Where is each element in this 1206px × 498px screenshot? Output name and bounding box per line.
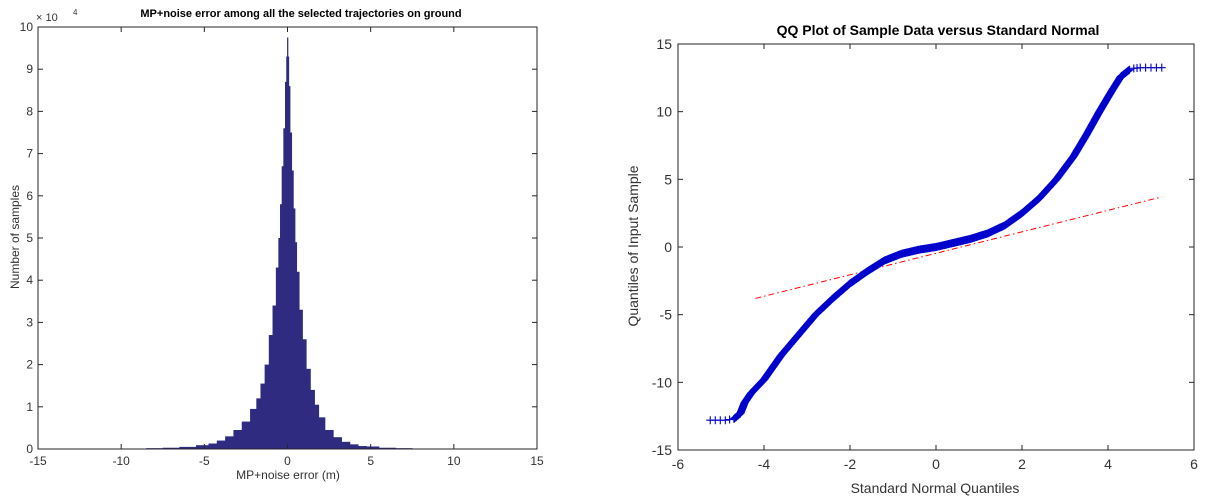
x-tick-label: -5 xyxy=(199,454,210,468)
histogram-bar xyxy=(285,81,287,450)
histogram-bar xyxy=(162,447,180,449)
histogram-bar xyxy=(302,339,307,449)
histogram-bar xyxy=(281,166,284,449)
histogram-bar xyxy=(287,56,290,449)
histogram-bar xyxy=(208,443,218,449)
histogram-bar xyxy=(324,430,334,449)
y-tick-label: -15 xyxy=(652,442,672,458)
qq-plot-chart: QQ Plot of Sample Data versus Standard N… xyxy=(625,22,1198,496)
y-tick-label: 5 xyxy=(664,171,672,187)
sample-point xyxy=(725,415,734,424)
histogram-bar xyxy=(299,309,303,449)
histogram-bar xyxy=(264,364,270,449)
y-tick-label: 8 xyxy=(26,104,33,118)
histogram-bar xyxy=(286,56,288,449)
sample-markers xyxy=(706,63,1166,425)
x-tick-label: -2 xyxy=(844,456,857,472)
histogram-bar xyxy=(288,86,291,449)
chart1-x-axis-label: MP+noise error (m) xyxy=(236,468,340,482)
x-tick-label: -4 xyxy=(758,456,771,472)
y-tick-label: -10 xyxy=(652,374,672,390)
x-tick-label: 0 xyxy=(284,454,291,468)
chart1-y-exponent-power: 4 xyxy=(73,8,78,17)
histogram-bar xyxy=(366,446,380,449)
histogram-bar xyxy=(294,242,298,449)
y-tick-label: 2 xyxy=(26,358,33,372)
histogram-bar xyxy=(333,437,342,449)
histogram-bar xyxy=(278,238,281,449)
histogram-bar xyxy=(291,170,294,450)
y-tick-label: 3 xyxy=(26,315,33,329)
y-tick-label: 7 xyxy=(26,147,33,161)
y-tick-label: -5 xyxy=(660,307,673,323)
x-tick-label: 0 xyxy=(932,456,940,472)
y-tick-label: 10 xyxy=(656,104,672,120)
chart1-title: MP+noise error among all the selected tr… xyxy=(140,8,461,20)
histogram-bar xyxy=(318,417,326,449)
y-tick-label: 15 xyxy=(656,36,672,52)
y-tick-label: 4 xyxy=(26,273,33,287)
histogram-bar xyxy=(283,128,286,449)
sample-point xyxy=(721,416,730,425)
x-tick-label: 4 xyxy=(1104,456,1112,472)
histogram-bar xyxy=(233,430,243,449)
y-tick-label: 0 xyxy=(664,239,672,255)
chart2-title: QQ Plot of Sample Data versus Standard N… xyxy=(777,22,1100,38)
x-tick-label: 10 xyxy=(447,454,461,468)
histogram-bar xyxy=(314,404,320,449)
histogram-bar xyxy=(280,204,283,449)
histogram-bar xyxy=(293,208,296,449)
sample-point xyxy=(1157,63,1166,72)
histogram-bar xyxy=(378,447,397,449)
x-tick-label: -10 xyxy=(112,454,130,468)
y-tick-label: 0 xyxy=(26,442,33,456)
histogram-bar xyxy=(225,436,234,449)
chart2-x-axis-label: Standard Normal Quantiles xyxy=(851,480,1020,496)
x-tick-label: 5 xyxy=(367,454,374,468)
histogram-bar xyxy=(310,389,315,449)
histogram-bar xyxy=(268,335,273,449)
histogram-bar xyxy=(296,271,300,449)
histogram-bar xyxy=(250,408,257,449)
histogram-bar xyxy=(196,445,209,449)
histogram-bar xyxy=(179,446,197,449)
y-tick-label: 10 xyxy=(20,20,34,34)
y-tick-label: 6 xyxy=(26,189,33,203)
histogram-bar xyxy=(358,446,367,449)
histogram-bar xyxy=(241,421,251,449)
histogram-bar xyxy=(216,440,226,449)
histogram-bar xyxy=(260,383,266,449)
reference-line xyxy=(755,196,1162,299)
histogram-bar xyxy=(275,267,279,449)
x-tick-label: 6 xyxy=(1190,456,1198,472)
histogram-bar xyxy=(287,37,289,450)
histogram-chart: MP+noise error among all the selected tr… xyxy=(8,8,544,482)
x-tick-label: -6 xyxy=(672,456,685,472)
x-tick-label: 2 xyxy=(1018,456,1026,472)
chart1-y-axis-label: Number of samples xyxy=(8,185,22,289)
sample-point xyxy=(1125,65,1134,74)
x-tick-label: 15 xyxy=(530,454,544,468)
histogram-bar xyxy=(272,305,277,449)
histogram-bar xyxy=(289,132,293,449)
x-tick-label: -15 xyxy=(29,454,47,468)
histogram-bar xyxy=(341,441,351,449)
chart2-y-axis-label: Quantiles of Input Sample xyxy=(625,165,641,326)
histogram-bar xyxy=(256,398,261,449)
y-tick-label: 5 xyxy=(26,231,33,245)
y-tick-label: 1 xyxy=(26,400,33,414)
chart1-y-exponent-base: × 10 xyxy=(36,12,58,24)
histogram-bar xyxy=(306,368,311,449)
y-tick-label: 9 xyxy=(26,62,33,76)
histogram-bar xyxy=(349,444,359,449)
